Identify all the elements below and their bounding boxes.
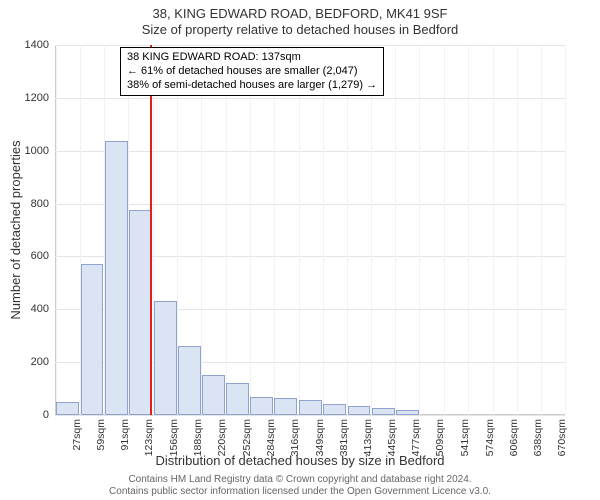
grid-line-h: [55, 98, 565, 99]
x-tick-label: 381sqm: [338, 419, 350, 469]
annotation-box: 38 KING EDWARD ROAD: 137sqm ← 61% of det…: [120, 47, 384, 96]
grid-line-v: [395, 45, 396, 415]
footer: Contains HM Land Registry data © Crown c…: [0, 474, 600, 498]
x-tick-label: 156sqm: [168, 419, 180, 469]
grid-line-v: [419, 45, 420, 415]
x-tick-label: 316sqm: [289, 419, 301, 469]
histogram-bar: [372, 408, 395, 415]
grid-line-v: [468, 45, 469, 415]
y-tick-label: 1400: [7, 39, 49, 51]
annotation-line: 38% of semi-detached houses are larger (…: [127, 79, 377, 93]
histogram-bar: [129, 210, 152, 415]
x-tick-label: 284sqm: [265, 419, 277, 469]
grid-line-v: [226, 45, 227, 415]
grid-line-v: [299, 45, 300, 415]
histogram-bar: [105, 141, 128, 415]
histogram-bar: [396, 410, 419, 415]
histogram-bar: [154, 301, 177, 415]
histogram-bar: [250, 397, 273, 416]
histogram-bar: [299, 400, 322, 415]
x-tick-label: 91sqm: [119, 419, 131, 469]
x-tick-label: 220sqm: [216, 419, 228, 469]
grid-line-v: [493, 45, 494, 415]
grid-line-h: [55, 415, 565, 416]
plot-area: [55, 45, 565, 415]
histogram-bar: [178, 346, 201, 415]
grid-line-v: [347, 45, 348, 415]
x-tick-label: 638sqm: [532, 419, 544, 469]
x-tick-label: 188sqm: [192, 419, 204, 469]
x-tick-label: 445sqm: [386, 419, 398, 469]
x-tick-label: 413sqm: [362, 419, 374, 469]
x-tick-label: 252sqm: [241, 419, 253, 469]
grid-line-v: [201, 45, 202, 415]
y-tick-label: 600: [7, 250, 49, 262]
histogram-bar: [323, 404, 346, 415]
grid-line-v: [250, 45, 251, 415]
x-tick-label: 509sqm: [434, 419, 446, 469]
x-tick-label: 670sqm: [556, 419, 568, 469]
x-tick-label: 27sqm: [71, 419, 83, 469]
x-tick-label: 349sqm: [314, 419, 326, 469]
grid-line-v: [323, 45, 324, 415]
y-tick-label: 0: [7, 409, 49, 421]
histogram-bar: [274, 398, 297, 415]
histogram-bar: [81, 264, 104, 415]
chart-container: 38, KING EDWARD ROAD, BEDFORD, MK41 9SF …: [0, 0, 600, 500]
grid-line-v: [517, 45, 518, 415]
histogram-bar: [56, 402, 79, 415]
grid-line-v: [56, 45, 57, 415]
histogram-bar: [348, 406, 371, 415]
annotation-line: 38 KING EDWARD ROAD: 137sqm: [127, 51, 377, 65]
y-tick-label: 400: [7, 303, 49, 315]
footer-line: Contains HM Land Registry data © Crown c…: [0, 474, 600, 486]
title-main: 38, KING EDWARD ROAD, BEDFORD, MK41 9SF: [0, 6, 600, 21]
x-tick-label: 477sqm: [410, 419, 422, 469]
footer-line: Contains public sector information licen…: [0, 486, 600, 498]
histogram-bar: [226, 383, 249, 415]
y-axis-label: Number of detached properties: [8, 140, 23, 319]
grid-line-v: [274, 45, 275, 415]
x-tick-label: 123sqm: [143, 419, 155, 469]
y-tick-label: 800: [7, 198, 49, 210]
y-tick-label: 1000: [7, 145, 49, 157]
title-sub: Size of property relative to detached ho…: [0, 22, 600, 37]
x-tick-label: 606sqm: [508, 419, 520, 469]
x-tick-label: 59sqm: [95, 419, 107, 469]
grid-line-v: [444, 45, 445, 415]
grid-line-h: [55, 151, 565, 152]
histogram-bar: [202, 375, 225, 415]
y-tick-label: 200: [7, 356, 49, 368]
y-tick-label: 1200: [7, 92, 49, 104]
x-tick-label: 541sqm: [459, 419, 471, 469]
x-tick-label: 574sqm: [484, 419, 496, 469]
annotation-line: ← 61% of detached houses are smaller (2,…: [127, 65, 377, 79]
grid-line-h: [55, 45, 565, 46]
reference-line: [150, 45, 152, 415]
grid-line-v: [541, 45, 542, 415]
grid-line-h: [55, 204, 565, 205]
grid-line-v: [371, 45, 372, 415]
